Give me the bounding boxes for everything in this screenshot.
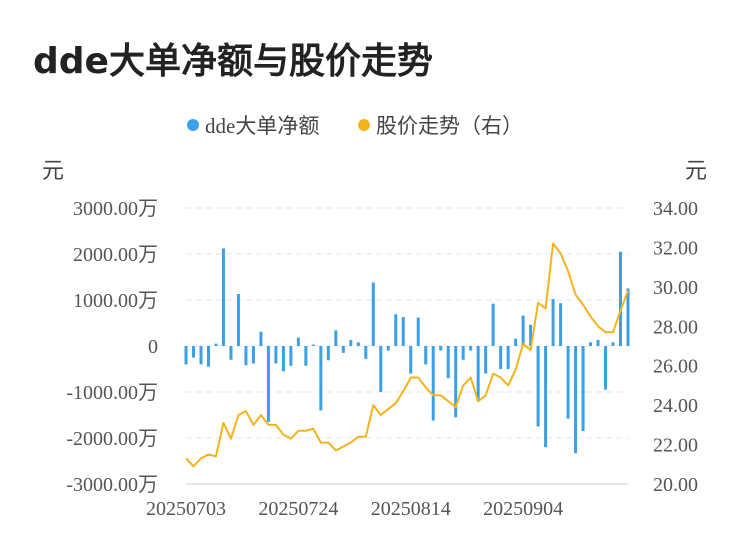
dde-bar [371, 282, 375, 346]
left-tick-label: -1000.00万 [66, 382, 158, 404]
dde-bar [199, 346, 203, 365]
x-axis: 20250703 20250724 20250814 20250904 [146, 498, 563, 520]
dde-bar [266, 346, 270, 422]
right-tick-label: 34.00 [653, 198, 698, 220]
left-tick-label: 1000.00万 [73, 290, 158, 312]
dde-bar [379, 346, 383, 392]
dde-bar [221, 248, 225, 346]
dde-bar [604, 346, 608, 390]
right-tick-label: 28.00 [653, 316, 698, 338]
dde-bar [566, 346, 570, 419]
right-tick-label: 20.00 [653, 474, 698, 496]
x-tick-label: 20250904 [483, 498, 563, 520]
dde-bar [469, 346, 473, 351]
dde-bar [484, 346, 488, 374]
dde-bar [274, 346, 278, 364]
dde-bar [296, 337, 300, 346]
left-axis-unit: 元 [42, 158, 64, 183]
dde-bar [581, 346, 585, 432]
price-line [185, 242, 629, 468]
dde-bar [416, 317, 420, 346]
dde-bar [394, 314, 398, 346]
dde-bar [206, 346, 210, 367]
dde-bar [476, 346, 480, 402]
dde-bar [499, 346, 503, 369]
dde-bar [319, 346, 323, 411]
dde-bar [184, 346, 188, 365]
left-tick-label: 3000.00万 [73, 198, 158, 220]
line-series-price [185, 242, 629, 468]
dde-bar [191, 346, 195, 358]
dde-bar [551, 299, 555, 346]
right-tick-label: 26.00 [653, 356, 698, 378]
dde-bar [259, 331, 263, 346]
x-tick-label: 20250703 [146, 498, 226, 520]
left-tick-label: 0 [148, 336, 158, 358]
dde-bar [544, 346, 548, 448]
dde-bar [454, 346, 458, 418]
dde-bar [311, 344, 315, 346]
right-tick-label: 32.00 [653, 237, 698, 259]
left-axis: 3000.00万 2000.00万 1000.00万 0 -1000.00万 -2000.… [66, 198, 158, 496]
dde-bar [244, 346, 248, 366]
dde-bar [529, 324, 533, 346]
dde-bar [349, 340, 353, 346]
dde-bar [289, 346, 293, 366]
dde-bar [424, 346, 428, 365]
dde-bar [611, 342, 615, 346]
dde-bar [574, 346, 578, 454]
dde-bar [536, 346, 540, 427]
dde-bar [281, 346, 285, 372]
left-tick-label: -3000.00万 [66, 474, 158, 496]
dde-bar [401, 317, 405, 346]
dde-bar [409, 346, 413, 374]
right-tick-label: 24.00 [653, 395, 698, 417]
legend-marker-dde [187, 119, 199, 131]
legend-marker-price [358, 119, 370, 131]
legend-label-dde: dde大单净额 [205, 114, 319, 138]
legend-label-price: 股价走势（右） [376, 114, 523, 138]
dde-bar [461, 346, 465, 360]
bar-series-dde [184, 248, 630, 454]
dde-bar [334, 330, 338, 346]
right-tick-label: 22.00 [653, 435, 698, 457]
dde-bar [559, 303, 563, 346]
dde-bar [491, 303, 495, 346]
dde-bar [596, 340, 600, 346]
dde-bar [626, 288, 630, 346]
dde-bar [236, 294, 240, 346]
right-axis-unit: 元 [685, 158, 707, 183]
right-tick-label: 30.00 [653, 277, 698, 299]
dde-bar [619, 251, 623, 346]
left-tick-label: 2000.00万 [73, 244, 158, 266]
dde-bar [386, 346, 390, 351]
dde-bar [506, 346, 510, 369]
dde-bar [251, 346, 255, 364]
dde-bar [439, 346, 443, 351]
legend: dde大单净额 股价走势（右） [187, 114, 523, 138]
dde-bar [341, 346, 345, 353]
chart-title: dde大单净额与股价走势 [33, 41, 433, 82]
dde-bar [326, 346, 330, 361]
dde-bar [589, 342, 593, 346]
dde-bar [446, 346, 450, 379]
dde-bar [364, 346, 368, 359]
x-tick-label: 20250724 [258, 498, 338, 520]
dde-bar [431, 346, 435, 421]
dde-bar [304, 346, 308, 366]
dde-bar [214, 343, 218, 346]
dde-bar [521, 315, 525, 346]
dde-bar [356, 342, 360, 346]
left-tick-label: -2000.00万 [66, 428, 158, 450]
dde-bar [229, 346, 233, 360]
right-axis: 34.00 32.00 30.00 28.00 26.00 24.00 22.00 20.00 [653, 198, 698, 496]
x-tick-label: 20250814 [371, 498, 451, 520]
dde-bar [514, 338, 518, 346]
